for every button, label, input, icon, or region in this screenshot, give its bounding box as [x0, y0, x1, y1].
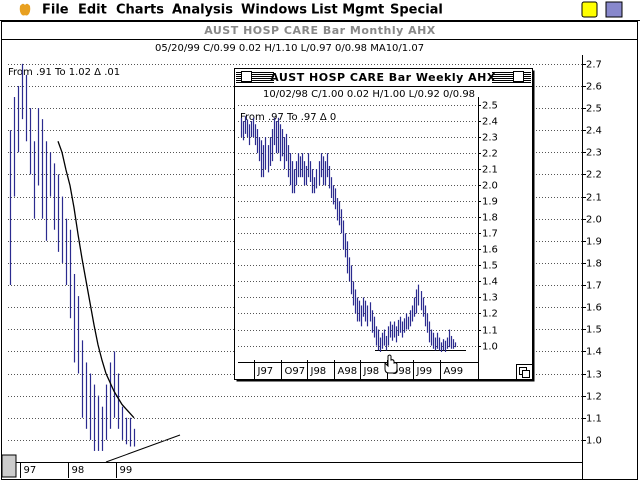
y-tick-label: 2.6 — [586, 82, 602, 93]
x-tick-label: A99 — [444, 366, 464, 377]
y-tick-label: 1.5 — [482, 261, 498, 272]
y-tick-label: 2.1 — [482, 165, 498, 176]
y-tick-label: 1.8 — [586, 259, 602, 270]
trend-line — [105, 434, 181, 463]
plot-area: 1.0 1.1 1.2 1.3 1.4 1.5 1.6 1.7 1.8 1.9 2.0 2.1 2.2 2… — [8, 60, 602, 478]
y-tick-label: 1.4 — [586, 347, 602, 358]
x-tick-label: O98 — [391, 366, 412, 377]
y-tick-label: 1.6 — [482, 245, 498, 256]
menu-item[interactable]: File — [42, 3, 69, 18]
y-tick-label: 1.7 — [482, 229, 498, 240]
y-tick-label: 2.7 — [586, 60, 602, 71]
y-tick-label: 1.9 — [586, 237, 602, 248]
y-tick-label: 1.4 — [482, 277, 498, 288]
x-tick-label: 97 — [24, 465, 37, 476]
x-tick-label: O97 — [285, 366, 306, 377]
y-tick-label: 2.0 — [586, 215, 602, 226]
moving-average-line — [57, 141, 135, 419]
y-tick-label: 1.7 — [586, 281, 602, 292]
y-tick-label: 2.4 — [482, 117, 498, 128]
y-tick-label: 1.3 — [586, 370, 602, 381]
y-tick-label: 1.5 — [586, 325, 602, 336]
x-tick-label: A98 — [338, 366, 358, 377]
finder-icon[interactable] — [605, 1, 623, 18]
help-icon[interactable] — [581, 1, 598, 18]
y-tick-label: 2.5 — [586, 104, 602, 115]
annotation: From .97 To .97 Δ 0 — [240, 112, 336, 123]
menu-bar: File Edit Charts Analysis Windows List M… — [0, 0, 640, 21]
x-tick-label: J99 — [416, 366, 433, 377]
x-tick-label: J97 — [257, 366, 274, 377]
scroll-thumb[interactable] — [1, 454, 17, 478]
y-tick-label: 2.4 — [586, 126, 602, 137]
x-tick-label: J98 — [363, 366, 380, 377]
y-tick-label: 2.1 — [586, 193, 602, 204]
y-tick-label: 1.2 — [586, 392, 602, 403]
plot-area: 1.0 1.1 1.2 1.3 1.4 1.5 1.6 1.7 1.8 1.9 2.0 2.1 2.2 2… — [238, 101, 498, 379]
menu-item[interactable]: List Mgmt — [311, 3, 384, 18]
y-tick-label: 1.2 — [482, 309, 498, 320]
menu-item[interactable]: Windows — [241, 3, 307, 18]
x-tick-label: 98 — [72, 465, 85, 476]
y-tick-label: 1.3 — [482, 293, 498, 304]
y-tick-label: 1.0 — [586, 436, 602, 447]
y-tick-label: 2.0 — [482, 181, 498, 192]
subtitle: 05/20/99 C/0.99 0.02 H/1.10 L/0.97 0/0.9… — [155, 43, 424, 54]
window-title[interactable]: AUST HOSP CARE Bar Weekly AHX — [270, 71, 496, 84]
menu-item[interactable]: Charts — [116, 3, 164, 18]
menu-item[interactable]: Analysis — [172, 3, 233, 18]
menu-item[interactable]: Special — [390, 3, 443, 18]
zoom-box[interactable] — [513, 71, 524, 82]
x-tick-label: 99 — [120, 465, 133, 476]
y-tick-label: 1.0 — [482, 342, 498, 353]
y-tick-label: 1.1 — [586, 414, 602, 425]
y-tick-label: 1.8 — [482, 213, 498, 224]
y-tick-label: 2.3 — [586, 148, 602, 159]
close-box[interactable] — [241, 71, 252, 82]
y-tick-label: 1.1 — [482, 326, 498, 337]
y-tick-label: 2.5 — [482, 101, 498, 112]
annotation: From .91 To 1.02 Δ .01 — [8, 67, 120, 78]
x-tick-label: J98 — [310, 366, 327, 377]
y-tick-label: 1.6 — [586, 303, 602, 314]
y-tick-label: 2.2 — [586, 170, 602, 181]
cursor — [384, 354, 398, 374]
weekly-window: AUST HOSP CARE Bar Weekly AHX 10/02/98 C… — [234, 68, 535, 382]
menu-item[interactable]: Edit — [78, 3, 107, 18]
subtitle: 10/02/98 C/1.00 0.02 H/1.00 L/0.92 0/0.9… — [263, 89, 475, 100]
window-title[interactable]: AUST HOSP CARE Bar Monthly AHX — [204, 24, 436, 37]
y-tick-label: 2.2 — [482, 149, 498, 160]
apple-icon[interactable] — [19, 3, 31, 16]
y-tick-label: 1.9 — [482, 197, 498, 208]
y-tick-label: 2.3 — [482, 133, 498, 144]
